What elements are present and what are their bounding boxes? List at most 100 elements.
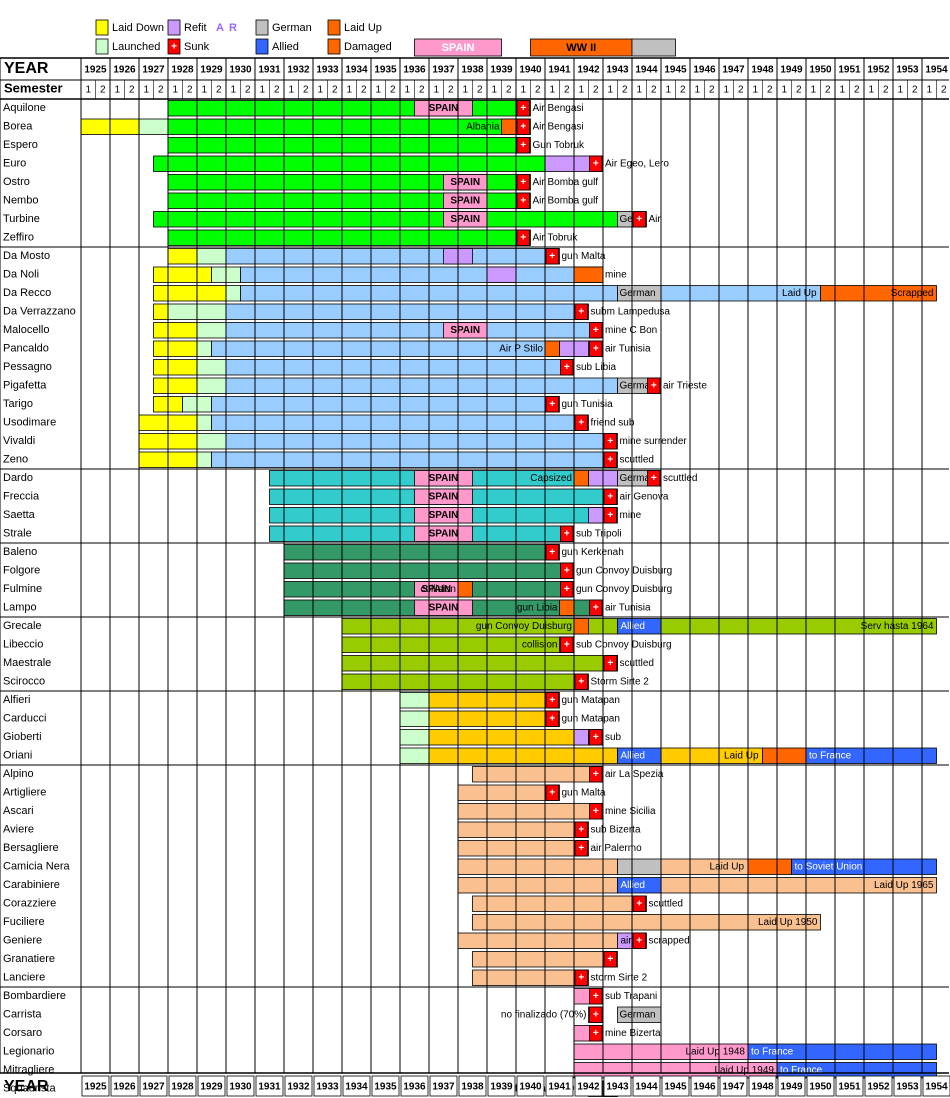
footer-year-cell [922,1075,950,1097]
year-tick: 1943 [606,65,629,76]
fate-note: storm Sirte 2 [591,972,648,983]
semester-tick: 1 [288,85,294,96]
sunk-marker [647,377,661,394]
footer-year-cell [690,1075,719,1097]
year-tick: 1931 [258,1082,281,1093]
service-bar [472,969,589,986]
semester-tick: 2 [767,85,773,96]
sunk-mark: + [564,639,570,650]
launched-bar [225,285,241,302]
semester-tick: 1 [578,85,584,96]
semester-tick: 1 [143,85,149,96]
legend-label-laid_up: Laid Up [344,22,382,34]
footer-year-cell [313,1075,342,1097]
footer-year-cell [835,1075,864,1097]
damaged-label: Albania [466,121,500,132]
sunk-marker [574,673,588,690]
sunk-marker [603,488,617,505]
ship-name: Vivaldi [3,435,35,447]
footer-year-cell [110,1075,139,1097]
sunk-marker [589,988,603,1005]
ship-name: Usodimare [3,417,56,429]
footer-year-cell [342,1075,371,1097]
semester-tick: 2 [216,85,222,96]
ship-name: Legionario [3,1046,54,1058]
year-tick: 1952 [867,1082,890,1093]
laid-down-bar [153,359,198,376]
semester-tick: 1 [462,85,468,96]
year-tick: 1933 [316,65,339,76]
end-label: Serv hasta 1964 [861,621,934,632]
year-tick: 1933 [316,1082,339,1093]
fate-note: sub [605,732,622,743]
semester-tick: 2 [390,85,396,96]
ship-name: Zeno [3,454,28,466]
sunk-marker [589,155,603,172]
sunk-mark: + [564,528,570,539]
semester-tick: 1 [85,85,91,96]
ship-name: Pigafetta [3,380,47,392]
sunk-mark: + [578,972,584,983]
ship-name: Gioberti [3,731,42,743]
sunk-marker [603,451,617,468]
year-tick: 1939 [490,65,513,76]
footer-year-cell [806,1075,835,1097]
year-tick: 1926 [113,1082,136,1093]
ship-name: Dardo [3,472,33,484]
laid-up-label: Laid Up [782,288,817,299]
launched-bar [399,747,430,764]
launched-bar [399,729,430,746]
sunk-marker [589,729,603,746]
legend-label-allied: Allied [272,41,299,53]
footer-year-cell [226,1075,255,1097]
period-bar [631,38,676,57]
semester-tick: 2 [796,85,802,96]
semester-tick: 1 [868,85,874,96]
footer-year-cell [545,1075,574,1097]
semester-tick: 1 [114,85,120,96]
sunk-mark: + [520,232,526,243]
year-tick: 1945 [664,1082,687,1093]
year-tick: 1931 [258,65,281,76]
footer-year-cell [429,1075,458,1097]
semester-tick: 1 [404,85,410,96]
semester-tick: 2 [593,85,599,96]
footer-year-cell [284,1075,313,1097]
ship-name: Oriani [3,750,32,762]
ship-name: Mitragliere [3,1064,54,1076]
ship-name: Baleno [3,546,37,558]
sunk-mark: + [593,1009,599,1020]
semester-tick: 2 [332,85,338,96]
ship-name: Ostro [3,176,30,188]
semester-tick: 2 [187,85,193,96]
refit-letter: R [229,22,237,34]
legend-swatch-german [255,19,269,36]
service-bar [167,100,531,117]
damaged-bar [544,340,560,357]
ship-name: Da Verrazzano [3,306,76,318]
sunk-marker [589,1006,603,1023]
footer-year-cell [574,1075,603,1097]
sunk-marker [603,507,617,524]
sunk-mark: + [549,695,555,706]
service-bar [457,877,618,894]
refit-label: air [621,935,633,946]
ship-name: Saetta [3,509,36,521]
service-bar [225,377,618,394]
sunk-mark: + [578,824,584,835]
service-bar [167,229,531,246]
service-bar [153,155,546,172]
german-label: German [620,288,656,299]
ship-name: Squadrista [3,1083,56,1095]
semester-tick: 1 [636,85,642,96]
fate-note: scuttled [649,898,683,909]
year-tick: 1939 [490,1082,513,1093]
year-tick: 1941 [548,65,571,76]
year-tick: 1947 [722,1082,745,1093]
year-tick: 1944 [635,1082,658,1093]
service-bar [211,451,618,468]
sunk-mark: + [564,584,570,595]
sunk-marker [574,821,588,838]
end-label: Laid Up 1949 [715,1065,775,1076]
legend-swatch-launched [95,38,109,55]
